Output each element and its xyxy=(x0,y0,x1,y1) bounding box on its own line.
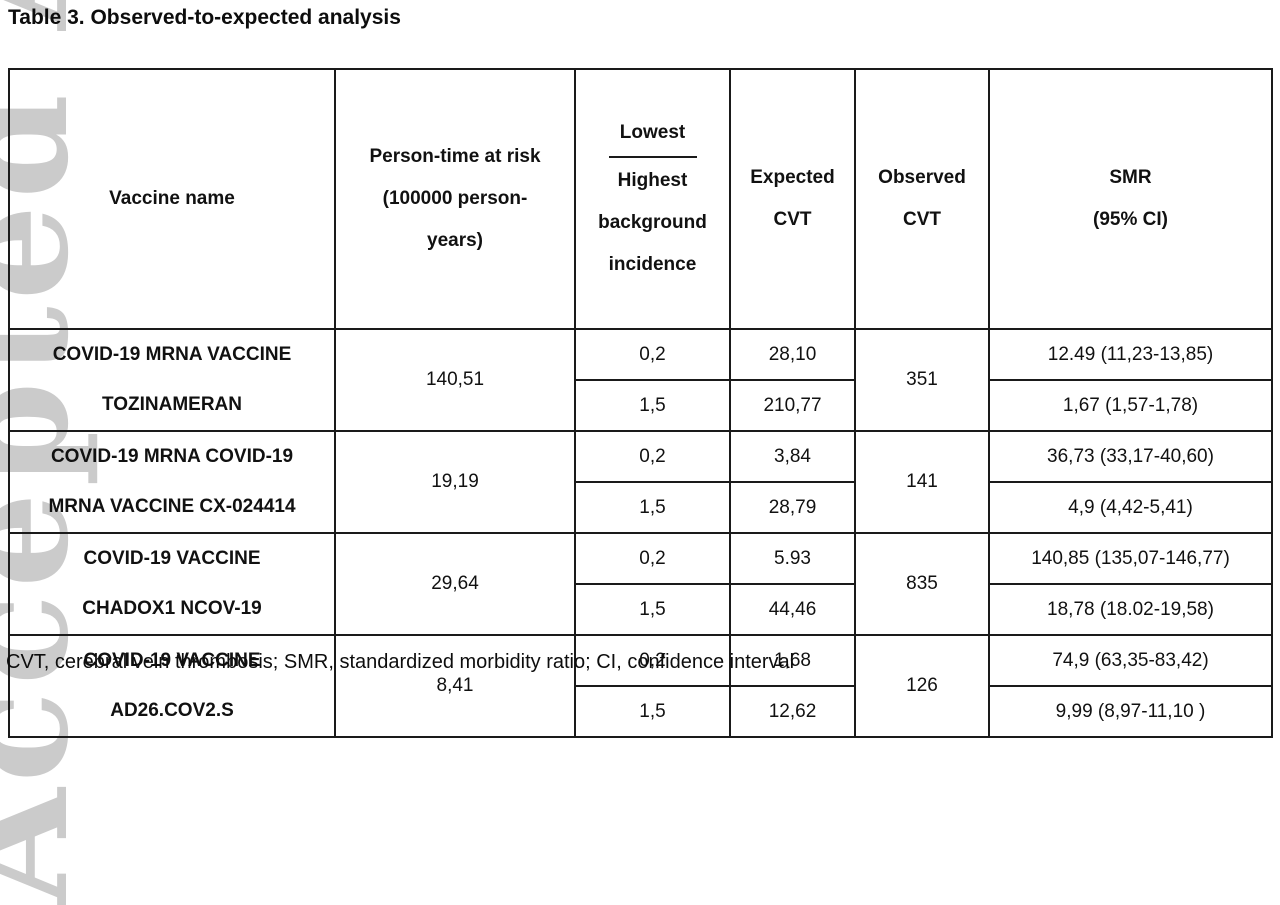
expected-cvt-cell: 3,84 xyxy=(729,430,856,483)
smr-cell: 4,9 (4,42-5,41) xyxy=(988,481,1273,534)
expected-cvt-cell: 28,10 xyxy=(729,328,856,381)
vaccine-name-cell: COVID-19 MRNA COVID-19 MRNA VACCINE CX-0… xyxy=(8,430,336,534)
table-row: COVID-19 MRNA VACCINE TOZINAMERAN 140,51… xyxy=(8,328,1273,432)
observed-cvt-cell: 126 xyxy=(854,634,990,738)
vaccine-name-cell: COVID-19 MRNA VACCINE TOZINAMERAN xyxy=(8,328,336,432)
vaccine-name-cell: COVID-19 VACCINE CHADOX1 NCOV-19 xyxy=(8,532,336,636)
smr-cell: 18,78 (18.02-19,58) xyxy=(988,583,1273,636)
smr-cell: 74,9 (63,35-83,42) xyxy=(988,634,1273,687)
expected-cvt-cell: 5.93 xyxy=(729,532,856,585)
incidence-highest-label: Highest background incidence xyxy=(598,170,707,275)
person-time-cell: 19,19 xyxy=(334,430,576,534)
smr-cell: 1,67 (1,57-1,78) xyxy=(988,379,1273,432)
observed-cvt-cell: 141 xyxy=(854,430,990,534)
col-header-vaccine-name: Vaccine name xyxy=(8,68,336,330)
fraction-divider-line xyxy=(608,156,697,158)
smr-cell: 12.49 (11,23-13,85) xyxy=(988,328,1273,381)
expected-cvt-cell: 44,46 xyxy=(729,583,856,636)
observed-cvt-cell: 351 xyxy=(854,328,990,432)
incidence-cell: 0,2 xyxy=(574,532,731,585)
incidence-cell: 1,5 xyxy=(574,685,731,738)
col-header-person-time: Person-time at risk (100000 person- year… xyxy=(334,68,576,330)
col-header-observed-cvt: Observed CVT xyxy=(854,68,990,330)
incidence-cell: 1,5 xyxy=(574,379,731,432)
observed-cvt-cell: 835 xyxy=(854,532,990,636)
table-row: 1,5 28,79 4,9 (4,42-5,41) xyxy=(9,481,1273,534)
expected-cvt-cell: 12,62 xyxy=(729,685,856,738)
expected-cvt-cell: 210,77 xyxy=(729,379,856,432)
incidence-lowest-label: Lowest xyxy=(619,122,686,143)
table-row: COVID-19 MRNA COVID-19 MRNA VACCINE CX-0… xyxy=(8,430,1273,534)
smr-cell: 140,85 (135,07-146,77) xyxy=(988,532,1273,585)
incidence-cell: 0,2 xyxy=(574,328,731,381)
incidence-cell: 0,2 xyxy=(574,634,731,687)
col-header-smr: SMR (95% CI) xyxy=(988,68,1273,330)
observed-to-expected-table: Vaccine name Person-time at risk (100000… xyxy=(8,68,1273,738)
smr-cell: 36,73 (33,17-40,60) xyxy=(988,430,1273,483)
table-row: COVID-19 VACCINE CHADOX1 NCOV-19 29,64 0… xyxy=(8,532,1273,636)
smr-cell: 9,99 (8,97-11,10 ) xyxy=(988,685,1273,738)
table-footnote: CVT, cerebral vein thrombosis; SMR, stan… xyxy=(6,651,795,673)
incidence-cell: 1,5 xyxy=(574,583,731,636)
expected-cvt-cell: 1,68 xyxy=(729,634,856,687)
table-title: Table 3. Observed-to-expected analysis xyxy=(8,6,401,29)
col-header-background-incidence: Lowest Highest background incidence xyxy=(574,68,731,330)
table-row: 1,5 44,46 18,78 (18.02-19,58) xyxy=(9,583,1273,636)
incidence-cell: 1,5 xyxy=(574,481,731,534)
col-header-expected-cvt: Expected CVT xyxy=(729,68,856,330)
person-time-cell: 140,51 xyxy=(334,328,576,432)
table-row: 1,5 210,77 1,67 (1,57-1,78) xyxy=(9,379,1273,432)
person-time-cell: 29,64 xyxy=(334,532,576,636)
table-header-row: Vaccine name Person-time at risk (100000… xyxy=(8,68,1273,330)
incidence-fraction: Lowest Highest background incidence xyxy=(576,112,729,286)
incidence-cell: 0,2 xyxy=(574,430,731,483)
expected-cvt-cell: 28,79 xyxy=(729,481,856,534)
